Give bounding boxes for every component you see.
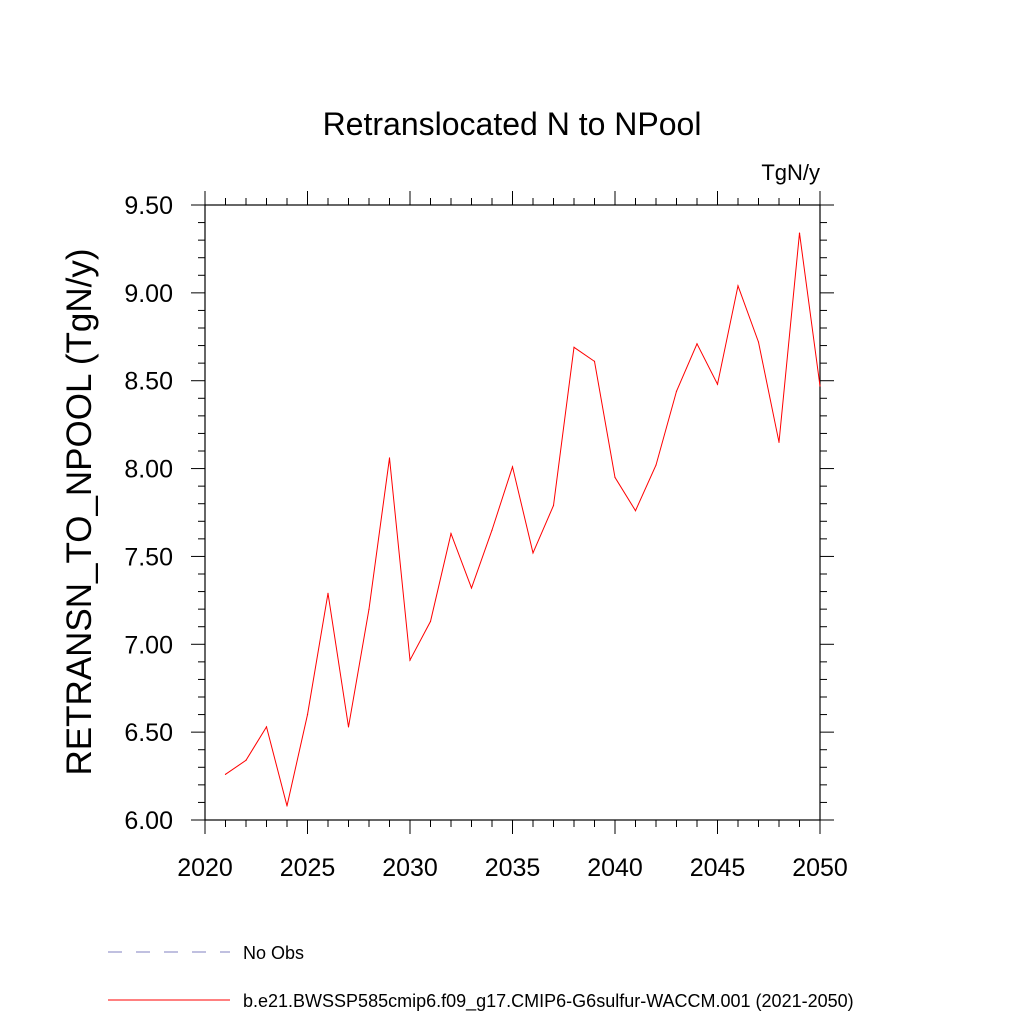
y-tick-label: 7.50 xyxy=(124,543,173,571)
data-point xyxy=(470,587,473,589)
x-tick-label: 2025 xyxy=(280,854,336,882)
data-point xyxy=(696,343,698,345)
data-point xyxy=(265,726,268,728)
data-point xyxy=(716,383,719,385)
units-label: TgN/y xyxy=(761,160,820,185)
y-tick-label: 8.00 xyxy=(124,456,173,484)
data-point xyxy=(327,592,329,594)
y-tick-label: 8.50 xyxy=(124,368,173,396)
data-point xyxy=(511,466,514,468)
data-point xyxy=(429,620,432,623)
y-tick-label: 9.00 xyxy=(124,280,173,308)
data-point xyxy=(532,552,534,554)
data-point xyxy=(655,464,657,466)
data-point xyxy=(347,726,350,728)
plot-frame xyxy=(204,204,821,821)
data-point xyxy=(675,390,678,392)
data-point xyxy=(798,232,801,234)
x-tick-label: 2045 xyxy=(690,854,746,882)
y-tick-label: 9.50 xyxy=(124,192,173,220)
data-point xyxy=(224,773,227,775)
x-tick-label: 2050 xyxy=(792,854,848,882)
x-tick-label: 2020 xyxy=(177,854,233,882)
data-point xyxy=(634,510,637,512)
data-point xyxy=(737,285,739,287)
data-point xyxy=(593,360,596,362)
axis-ticks: 2020 2025 2030 2035 2040 2045 2050 6.00 6.50 7.00… xyxy=(124,191,848,882)
data-point xyxy=(409,659,411,661)
y-tick-label: 7.00 xyxy=(124,631,173,659)
data-point xyxy=(245,759,247,761)
data-point xyxy=(450,532,452,535)
chart-title: Retranslocated N to NPool xyxy=(323,106,702,142)
data-point xyxy=(368,608,370,610)
data-point xyxy=(573,346,575,348)
data-point xyxy=(778,441,780,443)
x-tick-label: 2035 xyxy=(485,854,541,882)
data-point xyxy=(388,457,391,459)
series-layer xyxy=(224,232,821,807)
data-point xyxy=(552,504,555,507)
y-axis-label: RETRANSN_TO_NPOOL (TgN/y) xyxy=(60,248,99,775)
x-tick-label: 2040 xyxy=(587,854,643,882)
legend: No Obs b.e21.BWSSP585cmip6.f09_g17.CMIP6… xyxy=(108,943,854,1012)
data-point xyxy=(286,805,288,807)
data-point xyxy=(757,341,760,343)
series-line-0 xyxy=(225,233,821,807)
legend-label-model: b.e21.BWSSP585cmip6.f09_g17.CMIP6-G6sulf… xyxy=(243,991,854,1012)
data-point xyxy=(306,713,309,716)
y-tick-label: 6.50 xyxy=(124,719,173,747)
y-tick-label: 6.00 xyxy=(124,807,173,835)
data-point xyxy=(819,385,821,387)
data-point xyxy=(614,476,616,478)
data-point xyxy=(491,529,493,531)
legend-label-no-obs: No Obs xyxy=(243,943,304,963)
x-tick-label: 2030 xyxy=(382,854,438,882)
